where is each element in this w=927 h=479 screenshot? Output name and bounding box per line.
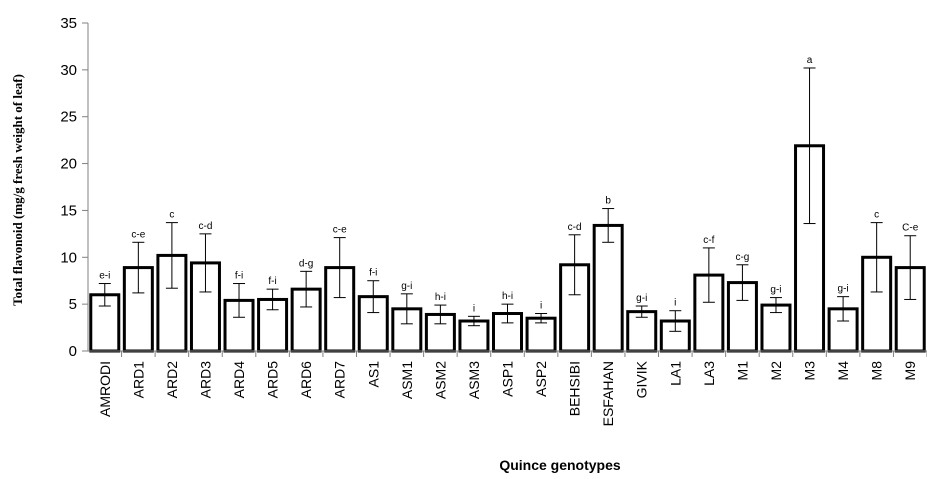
category-label: ESFAHAN bbox=[600, 361, 616, 426]
y-tick-label: 0 bbox=[69, 343, 77, 360]
x-axis-title: Quince genotypes bbox=[499, 457, 621, 473]
y-tick-label: 25 bbox=[60, 109, 77, 126]
significance-letter: h-i bbox=[435, 292, 446, 303]
bar-esfahan bbox=[592, 223, 624, 353]
category-label: ARD3 bbox=[197, 361, 213, 399]
category-label: M4 bbox=[835, 361, 851, 381]
significance-letter: d-g bbox=[299, 258, 313, 269]
significance-letter: c-d bbox=[568, 222, 582, 233]
category-label: M8 bbox=[869, 361, 885, 381]
significance-letter: b bbox=[605, 196, 611, 207]
significance-letter: i bbox=[674, 298, 676, 309]
significance-letter: C-e bbox=[902, 223, 919, 234]
category-label: ARD2 bbox=[164, 361, 180, 399]
significance-letter: c bbox=[874, 210, 879, 221]
significance-letter: f-i bbox=[369, 268, 377, 279]
category-label: LA1 bbox=[667, 361, 683, 386]
significance-letter: h-i bbox=[502, 291, 513, 302]
category-label: M9 bbox=[902, 361, 918, 381]
significance-letter: i bbox=[540, 301, 542, 312]
significance-letter: g-i bbox=[770, 285, 781, 296]
y-tick-label: 5 bbox=[69, 296, 77, 313]
category-label: AS1 bbox=[365, 361, 381, 388]
category-label: ASP2 bbox=[533, 361, 549, 397]
y-tick-label: 15 bbox=[60, 202, 77, 219]
category-label: ASM3 bbox=[466, 361, 482, 399]
significance-letter: c bbox=[169, 210, 174, 221]
significance-letter: e-i bbox=[99, 271, 110, 282]
significance-letter: f-i bbox=[268, 276, 276, 287]
category-label: M1 bbox=[734, 361, 750, 381]
y-axis-title: Total flavonoid (mg/g fresh weight of le… bbox=[10, 74, 25, 306]
x-axis: AMRODI ARD1 ARD2 ARD3 ARD4 ARD5 ARD6 ARD7 AS1 ASM… bbox=[88, 350, 927, 426]
category-label: ARD1 bbox=[130, 361, 146, 399]
significance-letter: g-i bbox=[636, 293, 647, 304]
significance-letter: a bbox=[807, 55, 813, 66]
category-label: ARD7 bbox=[332, 361, 348, 399]
significance-letter: c-g bbox=[735, 252, 749, 263]
category-label: M2 bbox=[768, 361, 784, 381]
significance-letter: c-e bbox=[333, 225, 347, 236]
category-label: ASM1 bbox=[399, 361, 415, 399]
significance-letter: g-i bbox=[838, 284, 849, 295]
category-label: AMRODI bbox=[97, 361, 113, 417]
significance-letter: c-f bbox=[703, 235, 714, 246]
significance-letter: c-d bbox=[199, 221, 213, 232]
significance-letter: i bbox=[473, 303, 475, 314]
y-tick-label: 20 bbox=[60, 156, 77, 173]
category-label: ARD6 bbox=[298, 361, 314, 399]
category-label: GIVIK bbox=[634, 360, 650, 398]
y-tick-label: 35 bbox=[60, 15, 77, 32]
bars: e-i c-e c c-d f-i f-i d-g c-e f-i g-i h-i i h-i i c-d b… bbox=[89, 55, 926, 353]
y-tick-label: 30 bbox=[60, 62, 77, 79]
category-label: BEHSIBI bbox=[567, 361, 583, 416]
category-label: ARD5 bbox=[265, 361, 281, 399]
significance-letter: g-i bbox=[401, 281, 412, 292]
y-tick-label: 10 bbox=[60, 249, 77, 266]
category-label: ARD4 bbox=[231, 361, 247, 399]
category-label: LA3 bbox=[701, 361, 717, 386]
significance-letter: f-i bbox=[235, 271, 243, 282]
category-label: ASP1 bbox=[500, 361, 516, 397]
significance-letter: c-e bbox=[131, 229, 145, 240]
category-label: ASM2 bbox=[432, 361, 448, 399]
y-axis: 0 5 10 15 20 25 30 35 bbox=[60, 15, 89, 360]
category-label: M3 bbox=[802, 361, 818, 381]
